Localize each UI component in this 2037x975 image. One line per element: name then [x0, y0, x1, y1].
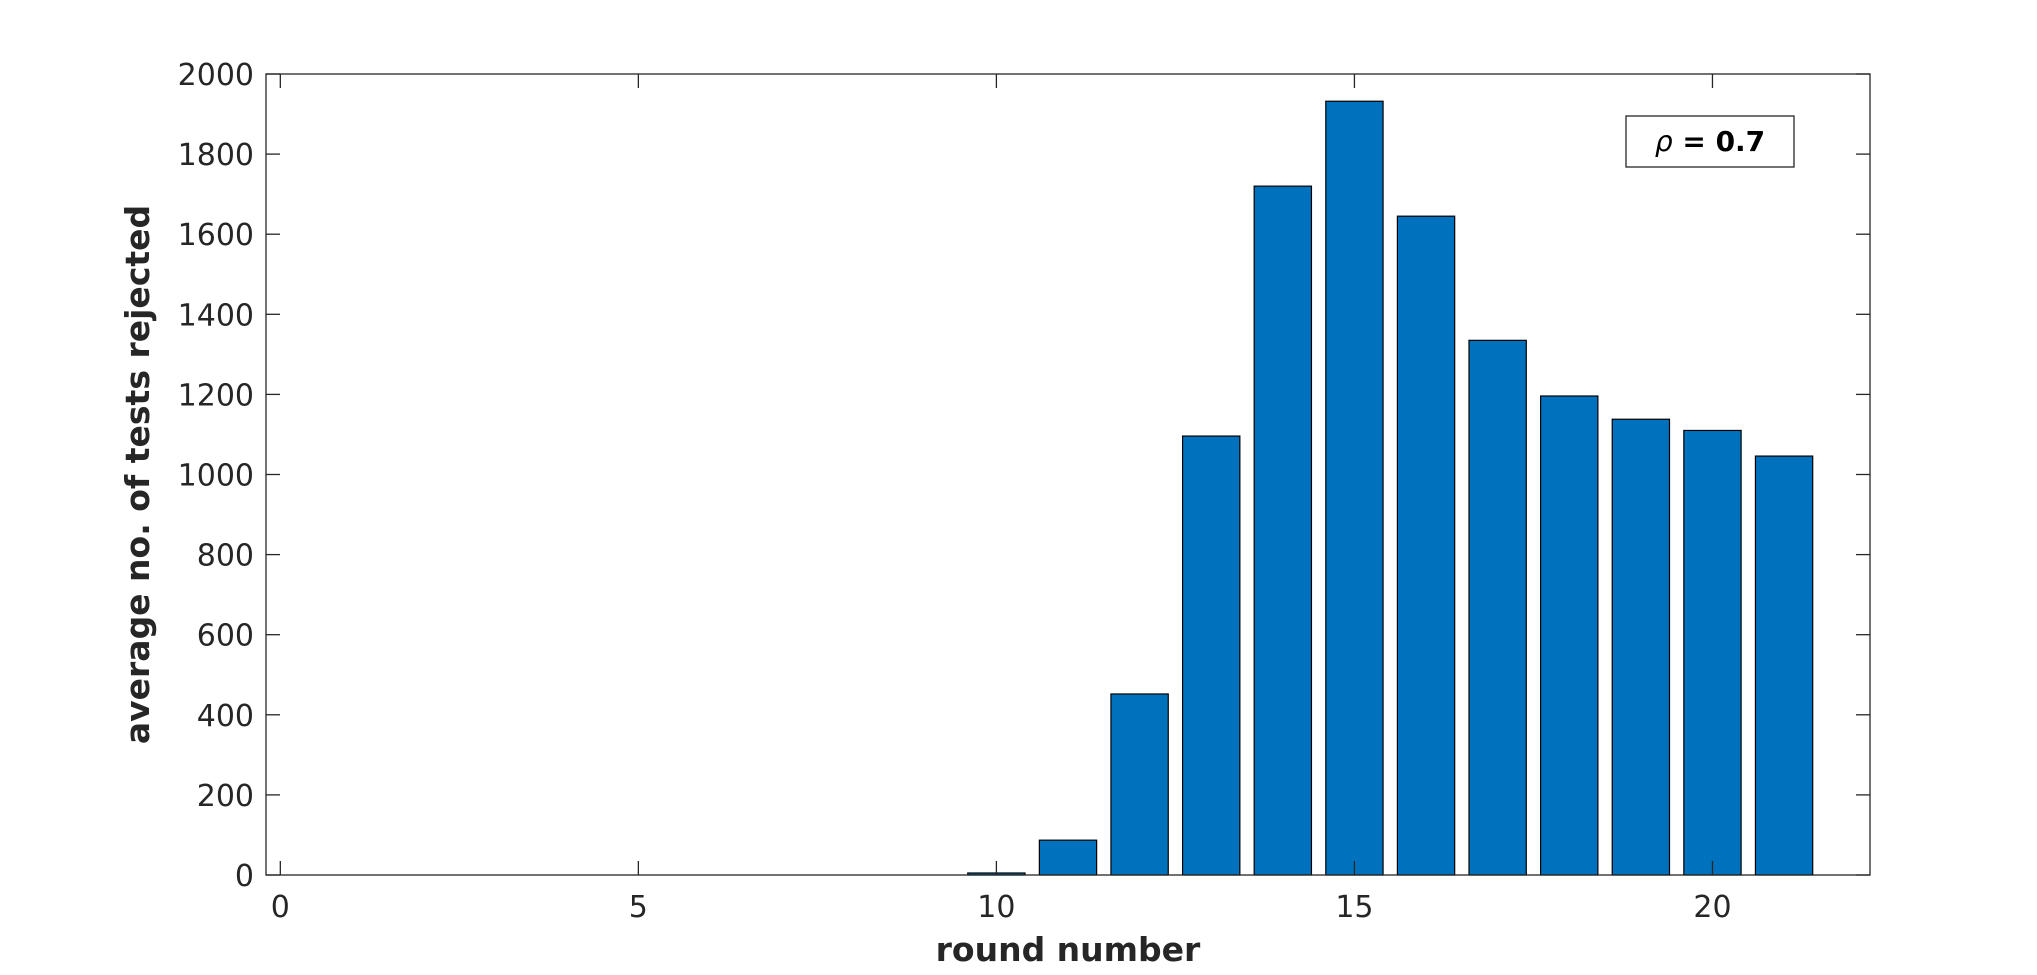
bar-round-21	[1754, 455, 1814, 876]
bar-round-13	[1181, 435, 1241, 876]
y-tick-label: 1200	[178, 378, 254, 413]
y-tick-label: 600	[197, 619, 254, 654]
bar-round-12	[1110, 693, 1169, 876]
tick-labels-layer: 0 5 10 15 2002004006008001000120014001600180…	[178, 58, 1732, 925]
x-tick-label: 20	[1693, 890, 1731, 925]
bar-round-19	[1611, 418, 1671, 876]
bar-round-15	[1325, 100, 1384, 876]
bar-round-16	[1396, 215, 1456, 876]
x-tick-label: 5	[629, 890, 648, 925]
y-tick-label: 1800	[178, 138, 254, 173]
bar-round-20	[1683, 429, 1742, 876]
axes-layer	[265, 73, 1871, 876]
rho-value: = 0.7	[1673, 125, 1766, 158]
y-tick-label: 1600	[178, 218, 254, 253]
y-tick-label: 2000	[178, 58, 254, 93]
x-axis-title: round number	[936, 930, 1201, 969]
bars-layer	[967, 100, 1814, 876]
bar-round-11	[1038, 839, 1098, 876]
legend-text: ρ = 0.7	[1655, 125, 1765, 158]
rho-symbol: ρ	[1655, 125, 1673, 158]
bar-round-14	[1253, 185, 1313, 876]
y-tick-label: 800	[197, 539, 254, 574]
y-tick-label: 0	[235, 859, 254, 894]
x-tick-label: 15	[1335, 890, 1373, 925]
bar-round-18	[1540, 395, 1599, 876]
y-tick-label: 400	[197, 699, 254, 734]
legend-box: ρ = 0.7	[1625, 115, 1795, 168]
x-tick-label: 0	[271, 890, 290, 925]
y-tick-label: 1000	[178, 459, 254, 494]
y-axis-title: average no. of tests rejected	[118, 205, 157, 744]
bar-round-17	[1468, 339, 1527, 876]
legend-frame	[1625, 115, 1795, 168]
x-tick-label: 10	[977, 890, 1015, 925]
y-tick-label: 1400	[178, 298, 254, 333]
y-tick-label: 200	[197, 779, 254, 814]
